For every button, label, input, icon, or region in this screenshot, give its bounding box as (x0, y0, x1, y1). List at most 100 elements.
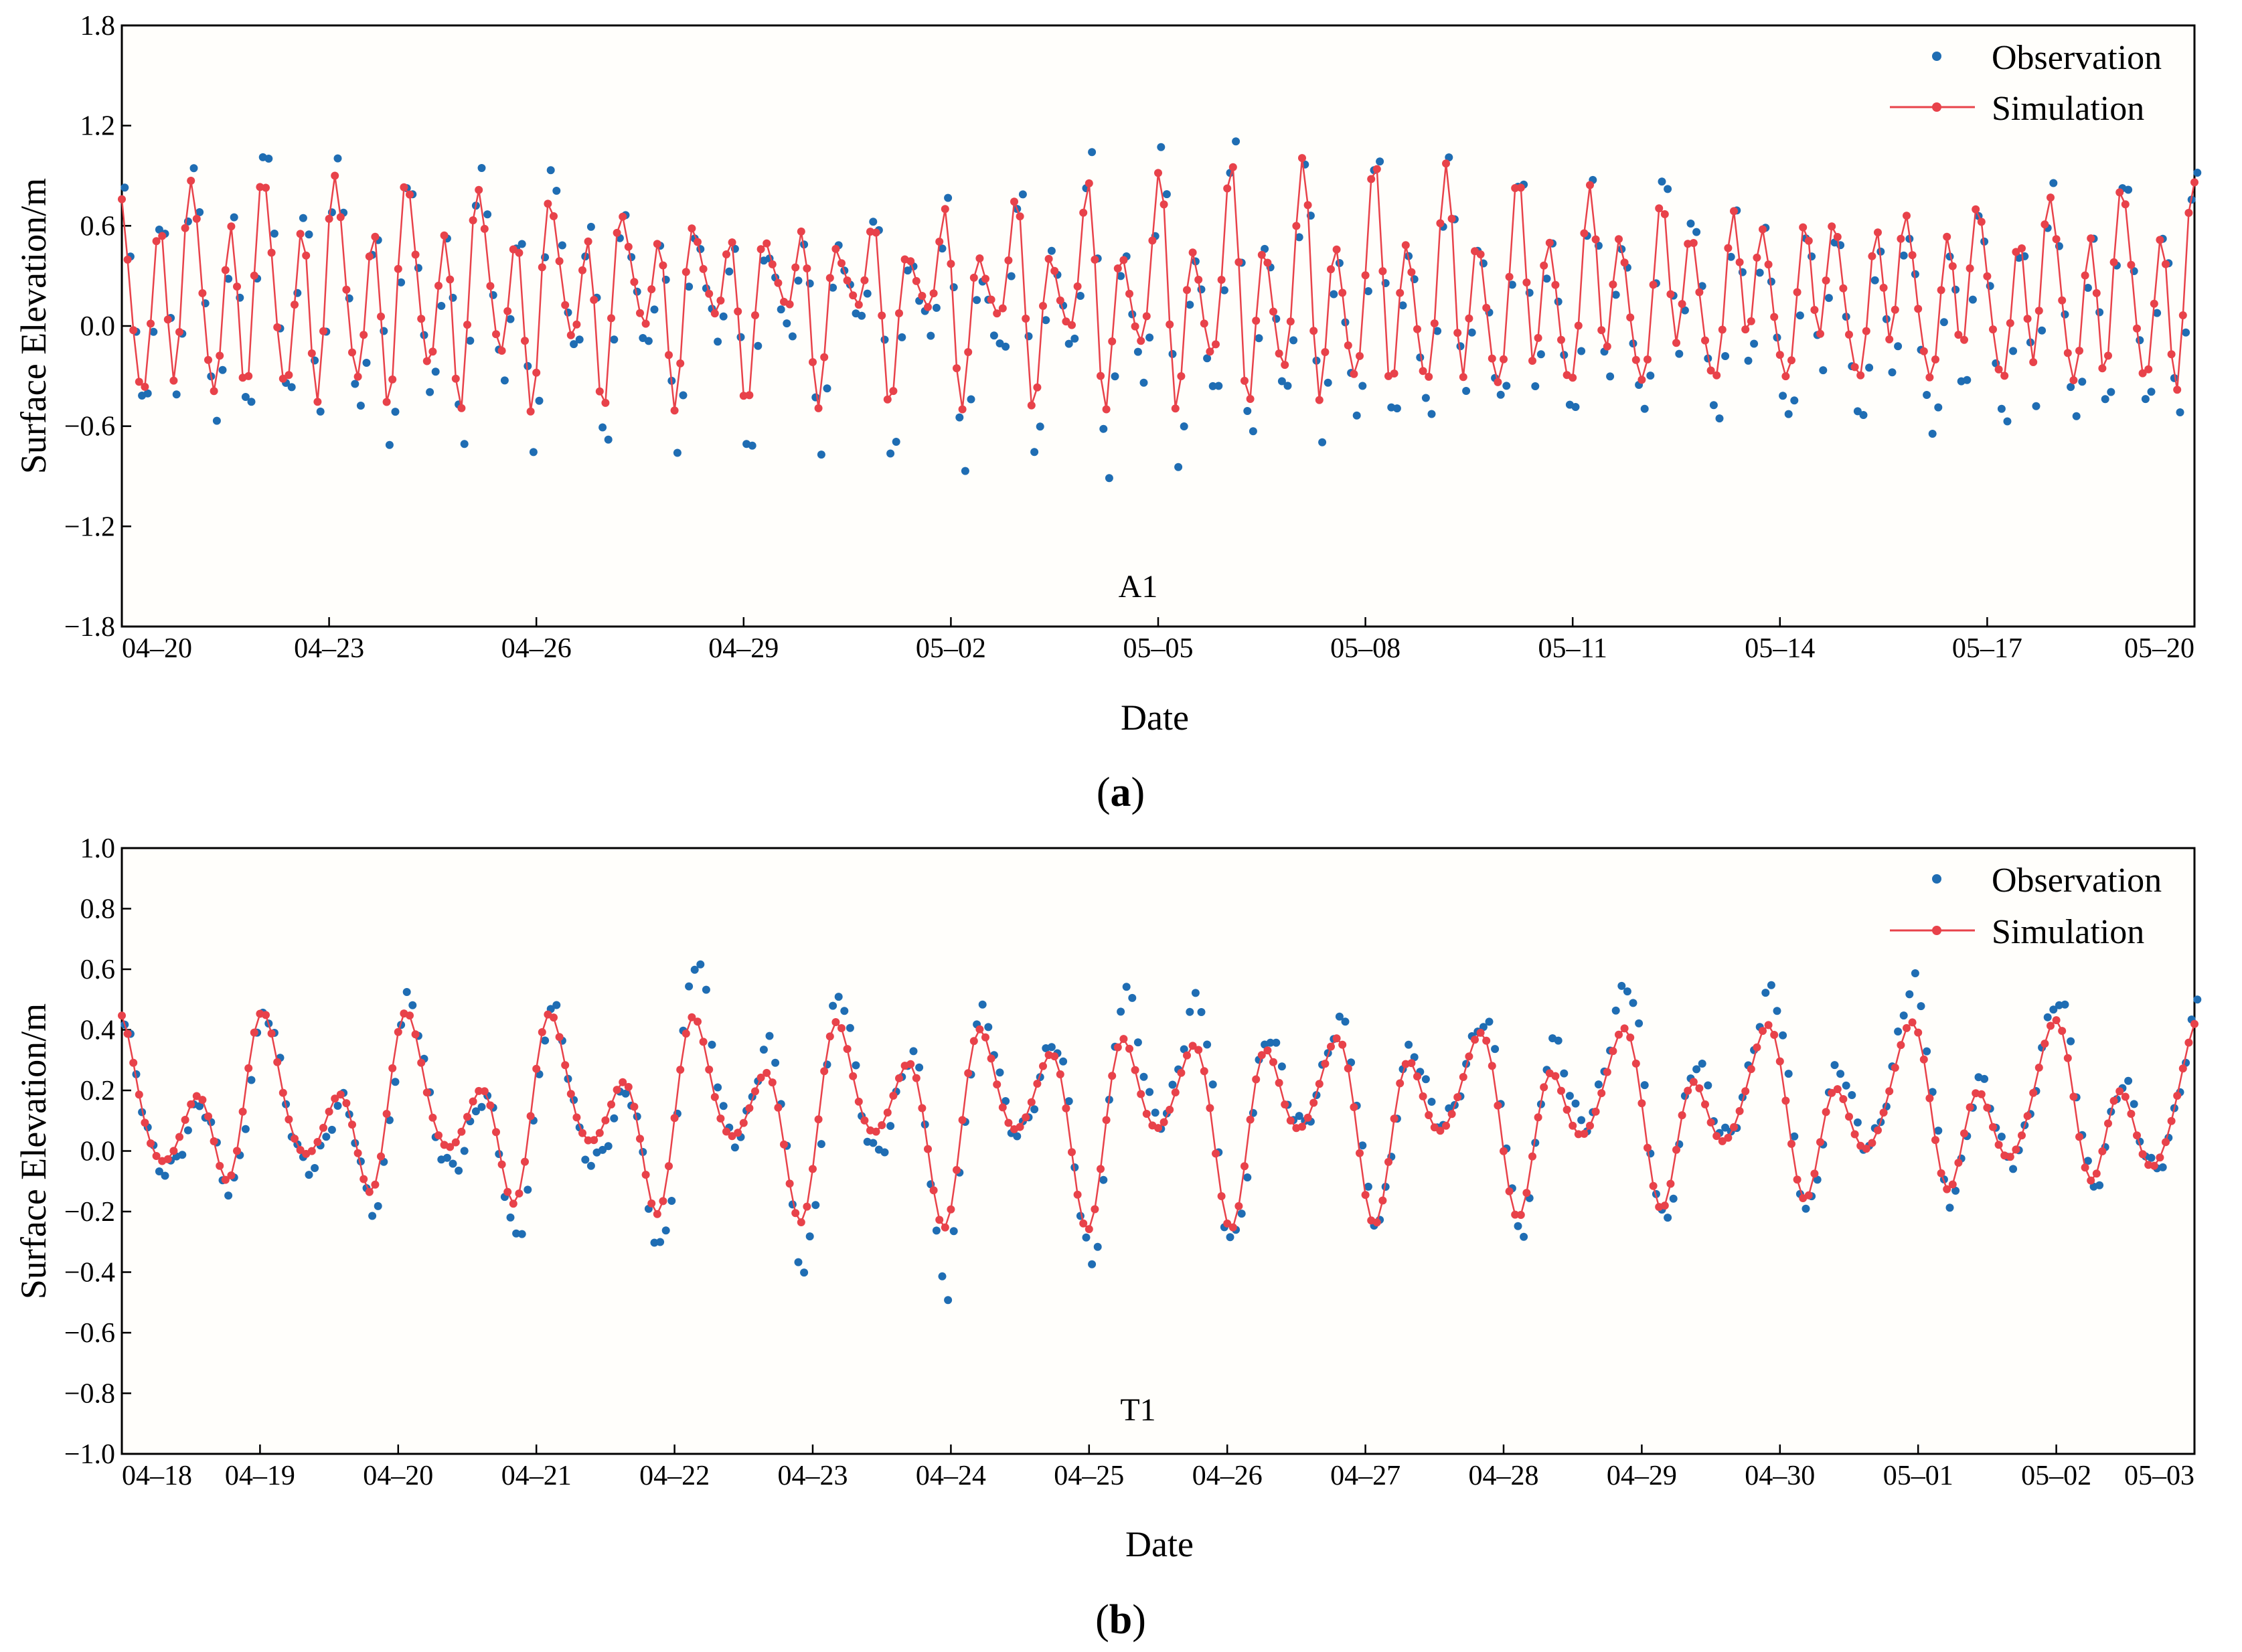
panel-b-simulation-point (1874, 1126, 1882, 1135)
panel-b-y-tick-label: −0.4 (64, 1258, 115, 1289)
panel-a-simulation-point (595, 387, 604, 396)
panel-a-simulation-point (1637, 376, 1646, 384)
panel-b-observation-point (506, 1213, 515, 1222)
panel-a-simulation-point (1367, 175, 1376, 183)
panel-a-simulation-point (1068, 321, 1076, 329)
panel-a-simulation-point (2138, 369, 2147, 378)
panel-b-simulation-point (1085, 1225, 1093, 1234)
panel-b-simulation-point (262, 1011, 270, 1019)
panel-b-simulation-point (872, 1127, 880, 1136)
panel-a-simulation-point (2150, 299, 2158, 308)
panel-b-observation-point (1894, 1027, 1903, 1036)
panel-b-simulation-point (906, 1060, 915, 1068)
panel-b-simulation-point (1741, 1087, 1750, 1096)
panel-b-observation-point (224, 1191, 233, 1200)
panel-a-simulation-point (745, 391, 754, 400)
panel-b-observation-point (817, 1140, 825, 1149)
panel-a-simulation-point (163, 315, 172, 324)
panel-a-simulation-point (1039, 302, 1047, 310)
panel-b-observation-point (408, 1001, 417, 1009)
panel-b-simulation-point (296, 1146, 305, 1154)
panel-a-observation-point (2124, 185, 2133, 194)
panel-a-observation-point (1277, 377, 1286, 386)
panel-a-observation-point (714, 337, 722, 346)
panel-b-observation-point (1093, 1242, 1102, 1251)
panel-b-simulation-point (924, 1145, 932, 1153)
panel-a-simulation-point (1419, 367, 1427, 376)
panel-a-simulation-point (181, 224, 189, 232)
panel-a-simulation-point (1741, 325, 1750, 334)
panel-b-simulation-point (118, 1011, 126, 1020)
panel-b-observation-point (1980, 1074, 1989, 1083)
panel-a-simulation-point (1050, 266, 1059, 275)
panel-b-observation-point (800, 1268, 809, 1277)
panel-b-observation-point (1128, 993, 1137, 1002)
panel-a-simulation-point (947, 260, 955, 268)
panel-b-y-tick-label: 0.2 (80, 1076, 116, 1106)
panel-a-simulation-point (1372, 165, 1381, 173)
panel-b-observation-point (1277, 1062, 1286, 1071)
panel-a-simulation-point (1620, 258, 1629, 267)
panel-b-simulation-point (1903, 1023, 1911, 1032)
panel-a-simulation-point (1056, 296, 1064, 305)
panel-a-observation-point (2003, 417, 2012, 426)
panel-b-simulation-point (1597, 1089, 1606, 1098)
panel-a-simulation-point (809, 358, 817, 366)
panel-a-y-axis-title: Surface Elevation/m (13, 178, 54, 474)
panel-b-observation-point (667, 1197, 676, 1205)
panel-b-simulation-point (1759, 1027, 1767, 1036)
panel-a-simulation-point (1166, 320, 1174, 329)
panel-a-simulation-point (1862, 327, 1870, 335)
panel-b-simulation-point (1234, 1202, 1243, 1210)
panel-b-simulation-point (1413, 1072, 1421, 1081)
panel-b-simulation-point (1332, 1034, 1341, 1043)
panel-a-simulation-point (2087, 234, 2095, 243)
panel-a-simulation-point (676, 359, 685, 367)
panel-b-observation-point (656, 1238, 665, 1246)
panel-b-simulation-point (555, 1033, 564, 1042)
panel-a-simulation-point (1350, 369, 1358, 378)
panel-b-simulation-point (2109, 1096, 2118, 1105)
panel-b-observation-point (333, 1102, 342, 1110)
panel-b-simulation-point (1850, 1130, 1859, 1139)
panel-a-observation-point (1255, 334, 1263, 343)
panel-b-simulation-point (1183, 1051, 1191, 1060)
panel-a-simulation-point (831, 244, 840, 253)
panel-a-observation-point (1853, 407, 1862, 416)
panel-b-observation-point (1928, 1088, 1937, 1096)
panel-a-simulation-point (515, 248, 524, 257)
panel-a-observation-point (1934, 403, 1943, 412)
panel-a-observation-point (2141, 395, 2150, 404)
panel-b-simulation-point (2156, 1153, 2164, 1162)
panel-b-simulation-point (659, 1197, 667, 1206)
panel-b-simulation-point (958, 1116, 967, 1125)
panel-a-simulation-point (1240, 376, 1249, 385)
panel-b-observation-point (1405, 1040, 1413, 1049)
panel-a-observation-point (305, 230, 313, 239)
panel-b-simulation-point (457, 1127, 466, 1136)
panel-b-simulation-point (175, 1133, 183, 1141)
panel-b-simulation-point (1845, 1112, 1853, 1121)
panel-b-simulation-point (1822, 1108, 1830, 1117)
panel-a-observation-point (719, 312, 728, 321)
panel-a-simulation-point (1482, 303, 1491, 312)
panel-b-observation-point (1427, 1098, 1436, 1106)
panel-a-observation-point (2072, 412, 2081, 420)
panel-b-observation-point (552, 1001, 561, 1009)
panel-b-simulation-point (1108, 1072, 1117, 1080)
panel-a-simulation-point (147, 319, 155, 328)
panel-b-observation-point (455, 1166, 463, 1175)
panel-a-simulation-point (204, 355, 212, 364)
panel-b-observation-point (1905, 990, 1914, 999)
panel-a-simulation-point (825, 274, 834, 282)
panel-b-observation-point (305, 1171, 313, 1179)
panel-b-y-tick-label: −0.6 (64, 1318, 115, 1349)
panel-b-simulation-point (221, 1175, 230, 1184)
panel-a-observation-point (1894, 342, 1903, 351)
panel-a-simulation-point (411, 250, 420, 259)
panel-b-simulation-point (1309, 1098, 1318, 1107)
panel-b-simulation-point (1712, 1132, 1721, 1141)
panel-b-observation-point (1899, 1011, 1908, 1020)
panel-b-simulation-point (1137, 1090, 1145, 1098)
